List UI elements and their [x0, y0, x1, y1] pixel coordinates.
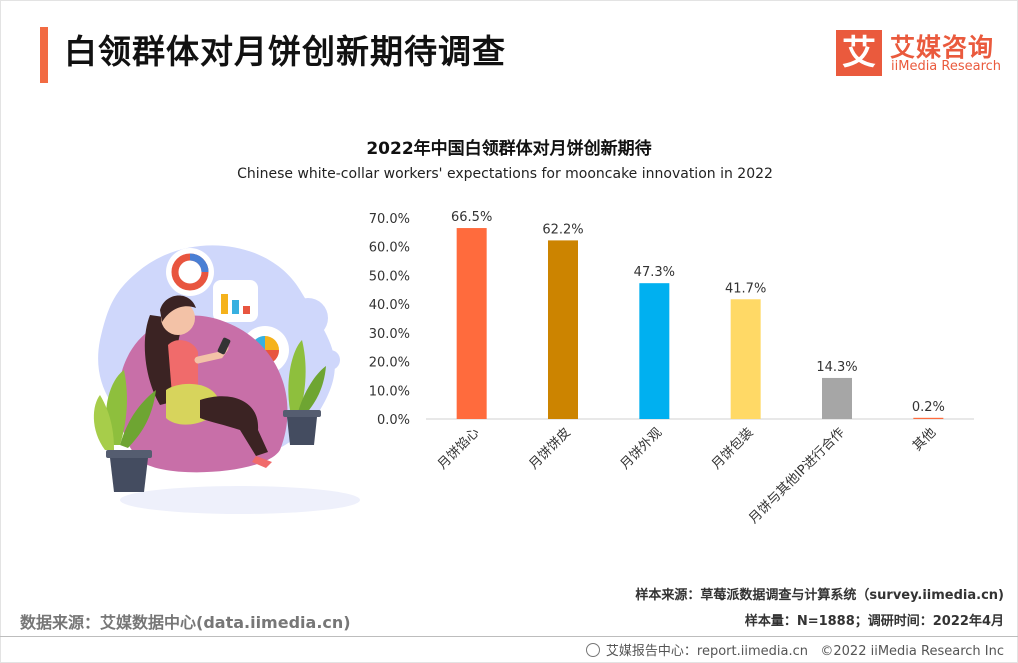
data-label: 66.5%: [451, 210, 492, 225]
woman-with-phone-illustration: [93, 245, 360, 514]
chart-subtitle: Chinese white-collar workers' expectatio…: [237, 166, 773, 182]
title-accent-bar: [40, 27, 48, 83]
bar: [456, 228, 487, 419]
iimedia-logo: 艾 艾媒咨询 iiMedia Research: [836, 30, 1006, 78]
logo-mark: 艾: [836, 30, 882, 76]
x-tick-label: 月饼馅心: [435, 425, 482, 472]
y-tick-label: 30.0%: [369, 327, 410, 342]
bar: [548, 240, 578, 419]
y-tick-label: 10.0%: [369, 384, 410, 399]
data-label: 47.3%: [634, 265, 675, 280]
chart-title: 2022年中国白领群体对月饼创新期待: [366, 139, 652, 159]
report-center: 艾媒报告中心：report.iimedia.cn: [605, 644, 808, 659]
bar: [913, 417, 944, 419]
globe-icon: [585, 643, 600, 657]
x-tick-label: 月饼饼皮: [526, 425, 573, 472]
logo-cn-text: 艾媒咨询: [890, 33, 995, 62]
sample-source: 样本来源：草莓派数据调查与计算系统（survey.iimedia.cn): [635, 588, 1004, 603]
logo-en-text: iiMedia Research: [891, 59, 1002, 74]
x-tick-label: 月饼外观: [618, 425, 665, 472]
footer-divider: [0, 636, 1018, 637]
page-title: 白领群体对月饼创新期待调查: [64, 32, 506, 71]
x-tick-label: 月饼与其他IP进行合作: [746, 425, 848, 527]
footer-credits: 艾媒报告中心：report.iimedia.cn ©2022 iiMedia R…: [585, 640, 1004, 659]
y-tick-label: 60.0%: [369, 241, 410, 256]
y-tick-label: 70.0%: [369, 212, 410, 227]
data-label: 0.2%: [912, 400, 945, 415]
y-tick-label: 50.0%: [369, 269, 410, 284]
copyright: ©2022 iiMedia Research Inc: [820, 644, 1004, 659]
x-tick-label: 月饼包装: [709, 425, 756, 472]
sample-size: 样本量：N=1888；调研时间：2022年4月: [744, 614, 1004, 629]
data-label: 41.7%: [725, 281, 766, 296]
bar: [639, 283, 670, 419]
y-tick-label: 20.0%: [369, 356, 410, 371]
data-label: 14.3%: [816, 360, 857, 375]
y-tick-label: 0.0%: [377, 413, 410, 428]
y-tick-label: 40.0%: [369, 298, 410, 313]
data-label: 62.2%: [542, 222, 583, 237]
bar: [730, 299, 761, 419]
bar: [822, 377, 852, 419]
x-tick-label: 其他: [910, 425, 939, 454]
data-source: 数据来源：艾媒数据中心(data.iimedia.cn): [20, 613, 351, 632]
